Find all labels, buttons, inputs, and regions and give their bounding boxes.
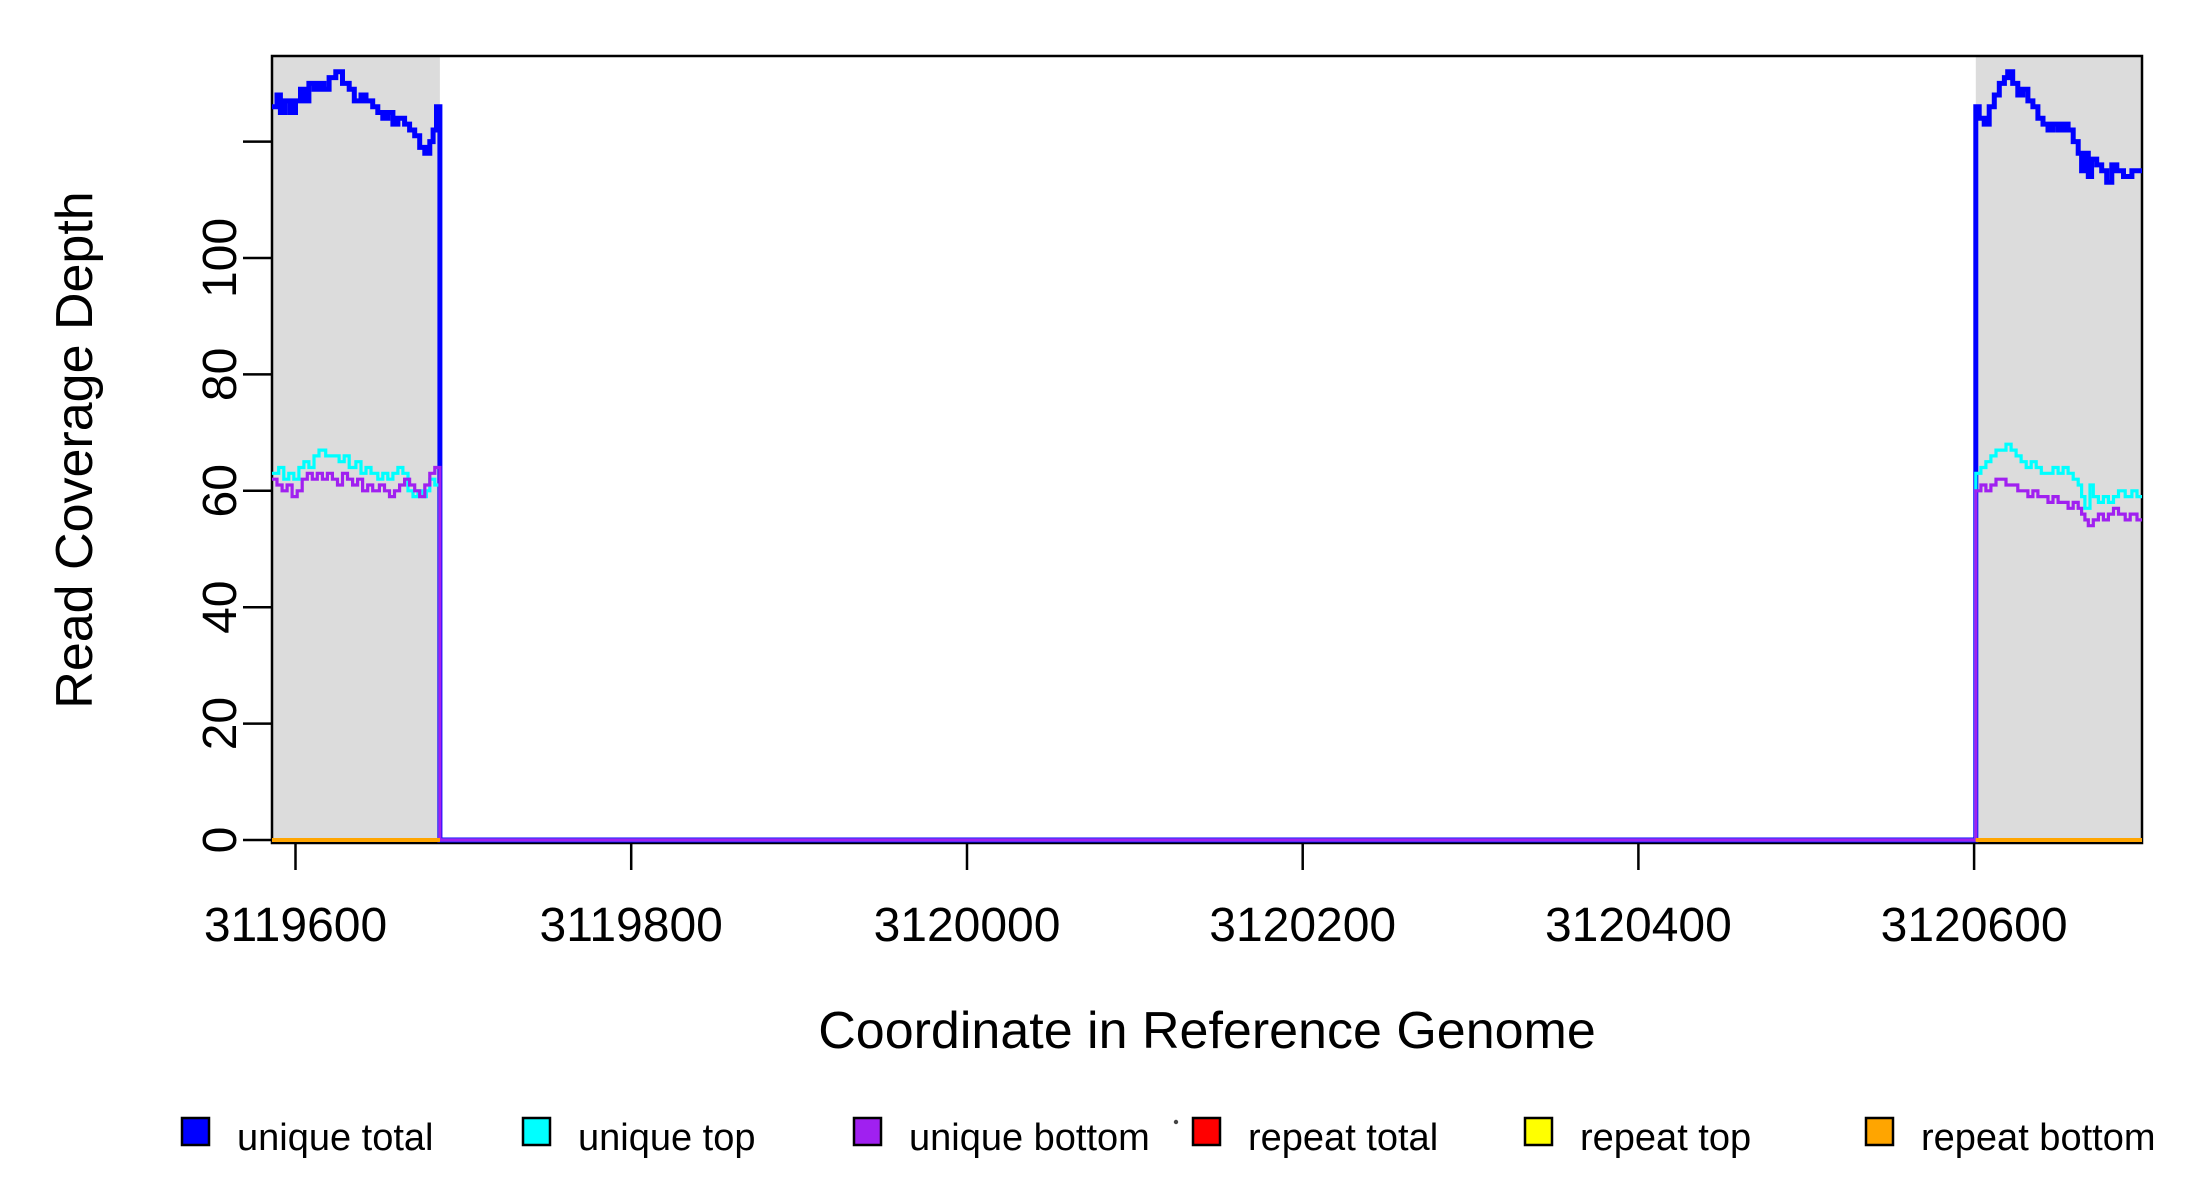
axes-layer: 0 20 40 60 80 100 3119600 3119800 3120000 3120200… — [194, 140, 2068, 952]
x-tick-label: 3120400 — [1545, 899, 1732, 952]
shaded-regions-layer — [272, 56, 2142, 843]
legend-label: repeat bottom — [1921, 1117, 2155, 1159]
series-line-unique-top — [272, 442, 2142, 842]
stray-dot — [1173, 1119, 1179, 1125]
legend-label: repeat total — [1248, 1117, 1438, 1159]
legend-swatch-repeat-top — [1523, 1116, 1554, 1147]
plot-box-layer — [270, 54, 2144, 845]
legend-label: unique total — [237, 1117, 434, 1159]
y-axis-title: Read Coverage Depth — [46, 191, 104, 708]
y-tick-label: 20 — [194, 697, 247, 750]
legend-item-repeat-bottom: repeat bottom — [1864, 1116, 2155, 1159]
x-tick-label: 3119600 — [204, 899, 387, 952]
x-tick-label: 3120000 — [874, 899, 1061, 952]
shaded-region — [272, 56, 440, 843]
legend: unique total unique top unique bottom repea… — [180, 1116, 2155, 1159]
legend-swatch-repeat-bottom — [1864, 1116, 1895, 1147]
x-tick-label: 3120200 — [1209, 899, 1396, 952]
y-tick-label: 80 — [194, 348, 247, 401]
series-line-unique-total — [272, 69, 2142, 843]
y-tick-label: 60 — [194, 464, 247, 517]
y-tick-label: 0 — [194, 827, 247, 854]
x-axis-title: Coordinate in Reference Genome — [818, 1002, 1596, 1060]
series-layer — [272, 69, 2142, 843]
legend-item-unique-bottom: unique bottom — [852, 1116, 1150, 1159]
x-tick-label: 3119800 — [540, 899, 723, 952]
legend-swatch-repeat-total — [1191, 1116, 1222, 1147]
plot-border — [270, 54, 2144, 845]
legend-label: unique top — [578, 1117, 756, 1159]
legend-swatch-unique-total — [180, 1116, 211, 1147]
legend-item-repeat-total: repeat total — [1191, 1116, 1438, 1159]
legend-label: unique bottom — [909, 1117, 1150, 1159]
y-tick-label: 40 — [194, 581, 247, 634]
legend-swatch-unique-bottom — [852, 1116, 883, 1147]
x-tick-label: 3120600 — [1881, 899, 2068, 952]
legend-label: repeat top — [1580, 1117, 1751, 1159]
legend-item-unique-top: unique top — [521, 1116, 756, 1159]
legend-item-unique-total: unique total — [180, 1116, 434, 1159]
y-tick-label: 100 — [194, 218, 247, 298]
legend-item-repeat-top: repeat top — [1523, 1116, 1751, 1159]
series-line-unique-bottom — [272, 465, 2142, 842]
legend-swatch-unique-top — [521, 1116, 552, 1147]
